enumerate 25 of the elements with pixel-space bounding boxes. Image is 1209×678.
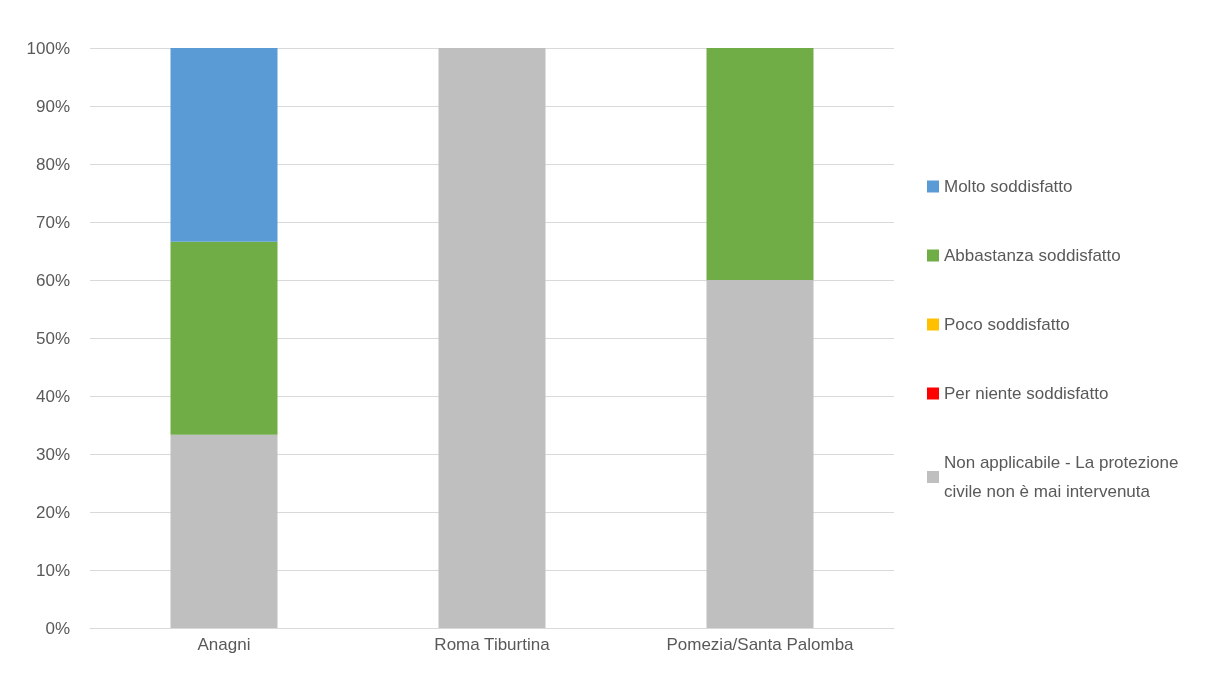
y-tick-label: 80% <box>35 154 70 174</box>
bar <box>170 48 278 242</box>
legend-label: Poco soddisfatto <box>944 315 1070 334</box>
y-tick-label: 70% <box>35 212 70 232</box>
bar <box>438 48 546 628</box>
y-tick-label: 0% <box>45 618 70 638</box>
y-tick-label: 30% <box>35 444 70 464</box>
legend-label: Abbastanza soddisfatto <box>944 246 1121 265</box>
y-tick-label: 40% <box>35 386 70 406</box>
y-tick-label: 10% <box>35 560 70 580</box>
x-tick-label: Anagni <box>197 635 251 654</box>
y-tick-label: 20% <box>35 502 70 522</box>
legend-label: Molto soddisfatto <box>944 177 1073 196</box>
bar <box>170 434 278 628</box>
y-tick-label: 100% <box>26 38 70 58</box>
x-tick-label: Roma Tiburtina <box>434 635 551 654</box>
y-tick-label: 60% <box>35 270 70 290</box>
legend-label: Non applicabile - La protezione civile non è mai intervenuta <box>944 453 1184 501</box>
x-tick-label: Pomezia/Santa Palomba <box>666 635 855 654</box>
y-tick-label: 50% <box>35 328 70 348</box>
bar <box>170 241 278 435</box>
legend-label: Per niente soddisfatto <box>944 384 1109 403</box>
bar <box>706 48 814 280</box>
y-tick-label: 90% <box>35 96 70 116</box>
bar <box>706 280 814 628</box>
